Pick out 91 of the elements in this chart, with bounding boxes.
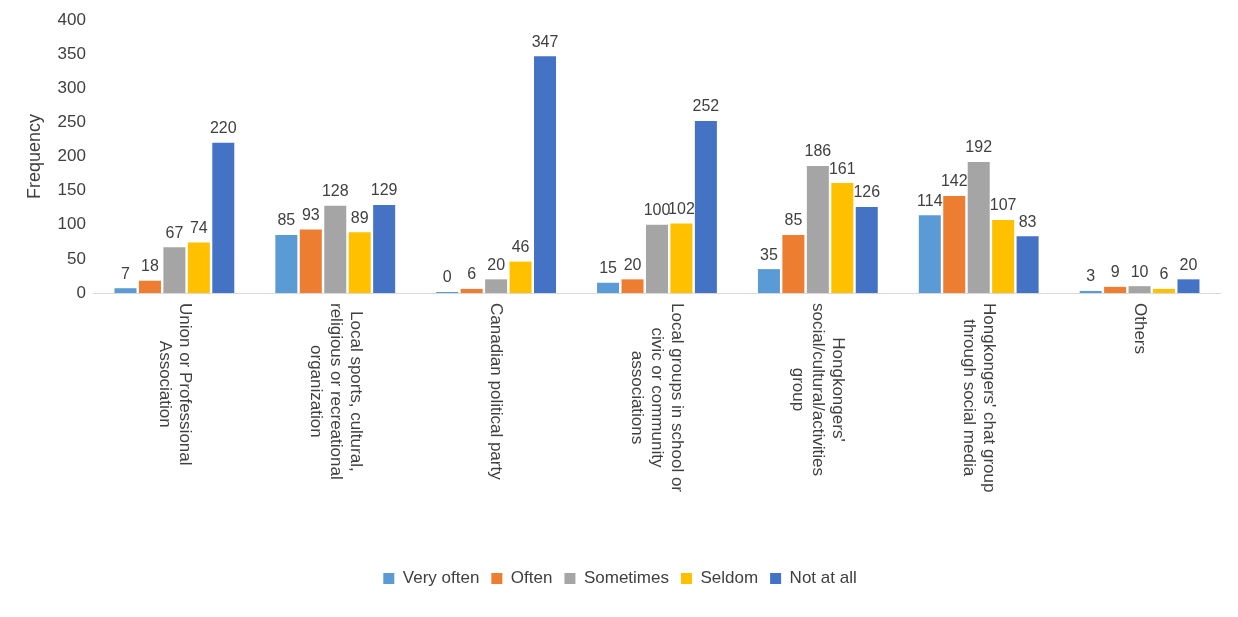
- data-label: 89: [350, 208, 369, 226]
- bar: [918, 215, 941, 293]
- bar: [1016, 236, 1039, 293]
- data-label: 220: [209, 119, 237, 137]
- data-label: 102: [668, 199, 695, 217]
- bar: [460, 288, 483, 293]
- bar: [275, 234, 298, 293]
- data-label: 126: [853, 183, 881, 201]
- bar: [992, 219, 1015, 293]
- bar: [943, 196, 966, 293]
- data-label: 20: [623, 255, 642, 273]
- data-label: 114: [917, 191, 943, 209]
- bar: [509, 261, 532, 293]
- y-tick-label: 150: [57, 180, 86, 200]
- bar: [597, 282, 620, 293]
- x-tick-label: Canadian political party: [487, 303, 507, 481]
- bar: [1153, 288, 1176, 293]
- bar: [485, 279, 508, 293]
- data-label: 100: [643, 201, 671, 219]
- y-tick-label: 100: [57, 214, 86, 234]
- data-label: 6: [467, 265, 477, 283]
- data-label: 74: [189, 218, 208, 236]
- bar: [1128, 286, 1151, 293]
- bar: [187, 242, 210, 293]
- bar: [967, 161, 990, 293]
- data-label: 35: [760, 245, 778, 263]
- bar: [694, 121, 717, 293]
- legend-label: Seldom: [700, 568, 759, 588]
- bar: [299, 229, 322, 293]
- data-label: 85: [277, 211, 296, 229]
- y-tick-label: 250: [57, 112, 86, 132]
- bar: [534, 56, 557, 293]
- legend-label: Often: [510, 568, 553, 588]
- bar: [1079, 290, 1102, 293]
- data-label: 83: [1018, 212, 1037, 230]
- data-label: 347: [531, 32, 559, 50]
- bar: [1177, 279, 1200, 293]
- data-label: 252: [692, 97, 720, 115]
- y-tick-label: 0: [76, 282, 86, 302]
- data-label: 107: [989, 196, 1017, 214]
- data-label: 161: [828, 159, 856, 177]
- data-label: 85: [784, 211, 803, 229]
- data-label: 9: [1110, 263, 1120, 281]
- bar: [114, 288, 137, 293]
- bar: [212, 142, 235, 293]
- y-tick-label: 400: [57, 9, 86, 29]
- data-label: 10: [1130, 262, 1149, 280]
- x-tick-label: Hongkongers' social/cultural/activities group: [789, 303, 849, 476]
- data-label: 142: [940, 172, 968, 190]
- bar: [1104, 286, 1127, 293]
- x-tick-label: Local groups in school or civic or community associations: [628, 302, 688, 493]
- data-label: 93: [301, 205, 320, 223]
- data-label: 192: [965, 138, 993, 156]
- data-label: 128: [321, 182, 349, 200]
- data-label: 6: [1159, 265, 1169, 283]
- y-tick-label: 50: [67, 248, 86, 268]
- data-label: 186: [804, 142, 832, 160]
- data-label: 129: [370, 181, 398, 199]
- bar: [621, 279, 644, 293]
- bar: [138, 280, 161, 293]
- data-label: 20: [487, 255, 506, 273]
- y-tick-label: 350: [57, 43, 86, 63]
- y-tick-label: 200: [57, 146, 86, 166]
- legend-label: Sometimes: [583, 568, 669, 588]
- y-axis-title: Frequency: [23, 113, 44, 200]
- bar: [757, 269, 780, 293]
- data-label: 15: [599, 259, 618, 277]
- bar: [670, 223, 693, 293]
- bar: [806, 166, 829, 293]
- bar: [782, 234, 805, 293]
- bar: [163, 247, 186, 293]
- bar: [348, 232, 371, 293]
- y-tick-label: 300: [57, 77, 86, 97]
- data-label: 3: [1086, 267, 1096, 285]
- x-tick-label: Others: [1130, 302, 1150, 355]
- legend-label: Not at all: [789, 568, 857, 588]
- data-label: 20: [1179, 255, 1198, 273]
- bar: [645, 224, 668, 293]
- data-label: 18: [141, 257, 159, 275]
- x-tick-label: Local sports, cultural, religious or recreational organization: [306, 303, 366, 480]
- data-label: 67: [165, 223, 184, 241]
- bar: [855, 207, 878, 293]
- data-label: 7: [121, 264, 131, 282]
- data-label: 0: [442, 268, 452, 286]
- bar: [831, 183, 854, 293]
- bar: [373, 204, 396, 293]
- bar: [324, 205, 347, 293]
- x-tick-label: Union or Professional Association: [155, 303, 195, 466]
- x-tick-label: Hongkongers' chat group through social media: [960, 302, 1000, 493]
- data-label: 46: [511, 238, 530, 256]
- legend-label: Very often: [402, 568, 480, 588]
